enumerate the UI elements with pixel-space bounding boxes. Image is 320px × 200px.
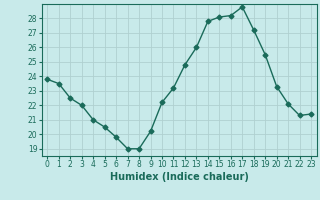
X-axis label: Humidex (Indice chaleur): Humidex (Indice chaleur) <box>110 172 249 182</box>
